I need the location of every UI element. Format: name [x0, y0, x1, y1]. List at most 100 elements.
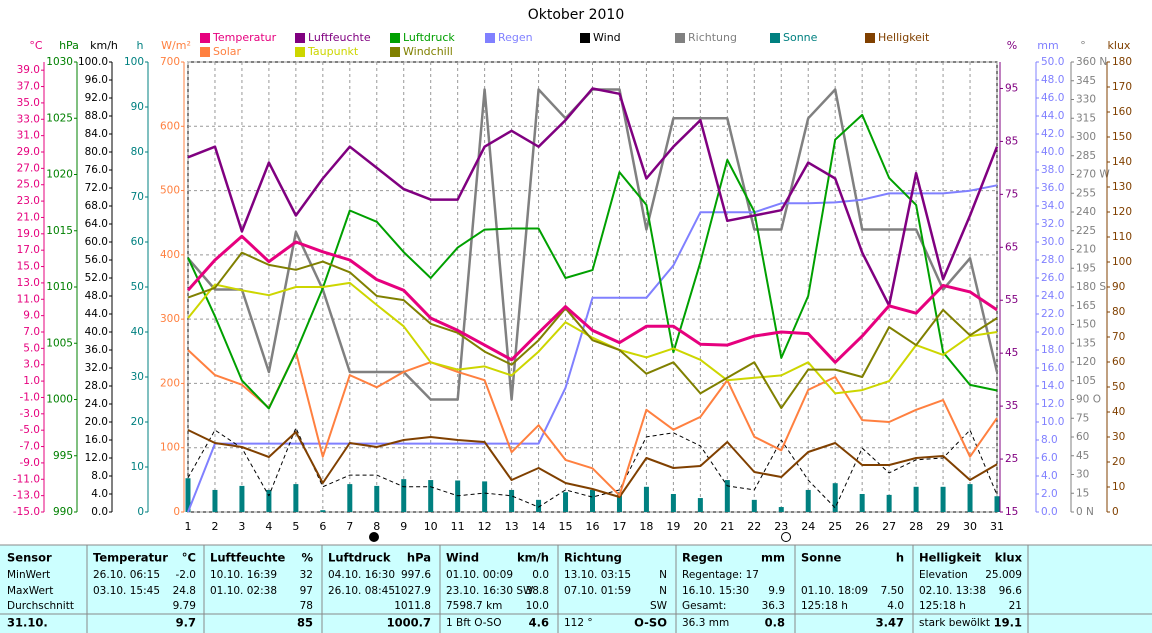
legend-swatch	[295, 33, 305, 43]
y-tick-label: -13.0	[13, 490, 40, 502]
y-tick-label: 360 N	[1076, 56, 1107, 68]
y-tick-label: 110	[1112, 231, 1132, 243]
table-cell: stark bewölkt	[919, 617, 990, 629]
y-tick-label: -9.0	[20, 457, 41, 469]
x-tick-label: 16	[586, 520, 600, 533]
x-tick-label: 31	[990, 520, 1004, 533]
table-cell: 4.0	[887, 600, 904, 612]
sun-bar	[616, 492, 622, 512]
table-cell: °C	[182, 551, 196, 565]
sun-bar	[293, 484, 299, 512]
y-tick-label: 285	[1076, 150, 1096, 162]
table-cell: Elevation	[919, 569, 968, 581]
y-tick-label: 50	[131, 281, 144, 293]
x-tick-label: 2	[211, 520, 218, 533]
sun-bar	[967, 484, 973, 512]
legend-label: Luftdruck	[403, 31, 455, 44]
y-tick-label: 165	[1076, 300, 1096, 312]
x-tick-label: 13	[505, 520, 519, 533]
y-tick-label: 990	[53, 506, 73, 518]
y-tick-label: 4.0	[91, 488, 108, 500]
legend-swatch	[390, 33, 400, 43]
sun-bar	[940, 486, 946, 512]
y-tick-label: 100	[124, 56, 144, 68]
axis-title: °C	[29, 39, 43, 52]
table-cell: 25.009	[985, 569, 1022, 581]
sun-bar	[347, 484, 353, 512]
y-tick-label: 5.0	[23, 342, 40, 354]
y-tick-label: 45	[1076, 450, 1089, 462]
y-tick-label: 140	[1112, 156, 1132, 168]
table-cell: 26.10. 06:15	[93, 569, 160, 581]
y-tick-label: -3.0	[20, 408, 41, 420]
y-tick-label: 10.0	[1041, 416, 1064, 428]
x-tick-label: 12	[478, 520, 492, 533]
y-tick-label: 12.0	[85, 452, 108, 464]
y-tick-label: 68.0	[85, 200, 108, 212]
y-tick-label: 80.0	[85, 146, 108, 158]
y-tick-label: 29.0	[17, 146, 40, 158]
y-tick-label: 22.0	[1041, 308, 1064, 320]
x-tick-label: 23	[774, 520, 788, 533]
series-line	[186, 234, 998, 364]
legend-swatch	[485, 33, 495, 43]
table-cell: 16.10. 15:30	[682, 585, 749, 597]
legend-label: Regen	[498, 31, 533, 44]
y-tick-label: 60	[131, 236, 144, 248]
x-tick-label: 4	[265, 520, 272, 533]
table-cell: 1 Bft O-SO	[446, 617, 501, 629]
moon-marker	[781, 532, 791, 542]
y-tick-label: -1.0	[20, 391, 41, 403]
y-tick-label: 0	[173, 506, 180, 518]
table-cell: 03.10. 15:45	[93, 585, 160, 597]
legend-swatch	[580, 33, 590, 43]
sun-bar	[643, 486, 649, 512]
y-tick-label: 16.0	[85, 434, 108, 446]
table-cell: 4.6	[529, 616, 549, 630]
sun-bar	[913, 486, 919, 512]
y-tick-label: 7.0	[23, 326, 40, 338]
sun-bar	[401, 479, 407, 512]
y-tick-label: 50.0	[1041, 56, 1064, 68]
table-cell: -2.0	[176, 569, 197, 581]
x-tick-label: 18	[639, 520, 653, 533]
y-tick-label: 30.0	[1041, 236, 1064, 248]
table-cell: 0.8	[765, 616, 785, 630]
table-cell: 3.47	[876, 616, 904, 630]
y-tick-label: 0	[137, 506, 144, 518]
table-cell: 10.10. 16:39	[210, 569, 277, 581]
sun-bar	[185, 478, 191, 512]
sun-bar	[697, 498, 703, 512]
y-tick-label: 1030	[46, 56, 73, 68]
table-cell: 01.10. 18:09	[801, 585, 868, 597]
y-tick-label: 120	[1112, 206, 1132, 218]
table-cell: SW	[650, 600, 668, 612]
y-tick-label: 0.0	[1041, 506, 1058, 518]
y-tick-label: 90 O	[1076, 394, 1101, 406]
y-tick-label: 72.0	[85, 182, 108, 194]
y-tick-label: 90	[1112, 281, 1125, 293]
y-tick-label: 300	[160, 313, 180, 325]
y-tick-label: 16.0	[1041, 362, 1064, 374]
axis-title: hPa	[59, 39, 79, 52]
legend-label: Taupunkt	[307, 45, 359, 58]
sun-bar	[670, 494, 676, 512]
y-tick-label: 56.0	[85, 254, 108, 266]
y-tick-label: 55	[1005, 294, 1018, 306]
axis-title: °	[1080, 39, 1086, 52]
y-tick-label: 1025	[46, 112, 73, 124]
table-cell: 9.9	[768, 585, 785, 597]
y-tick-label: 30	[1076, 469, 1089, 481]
y-tick-label: 170	[1112, 81, 1132, 93]
x-tick-label: 9	[400, 520, 407, 533]
y-tick-label: 105	[1076, 375, 1096, 387]
y-tick-label: 60	[1112, 356, 1125, 368]
table-cell: klux	[995, 551, 1023, 565]
y-tick-label: 3.0	[23, 359, 40, 371]
y-tick-label: 75	[1005, 188, 1018, 200]
series-line	[187, 184, 998, 513]
sun-bar	[482, 481, 488, 512]
table-cell: 24.8	[173, 585, 196, 597]
